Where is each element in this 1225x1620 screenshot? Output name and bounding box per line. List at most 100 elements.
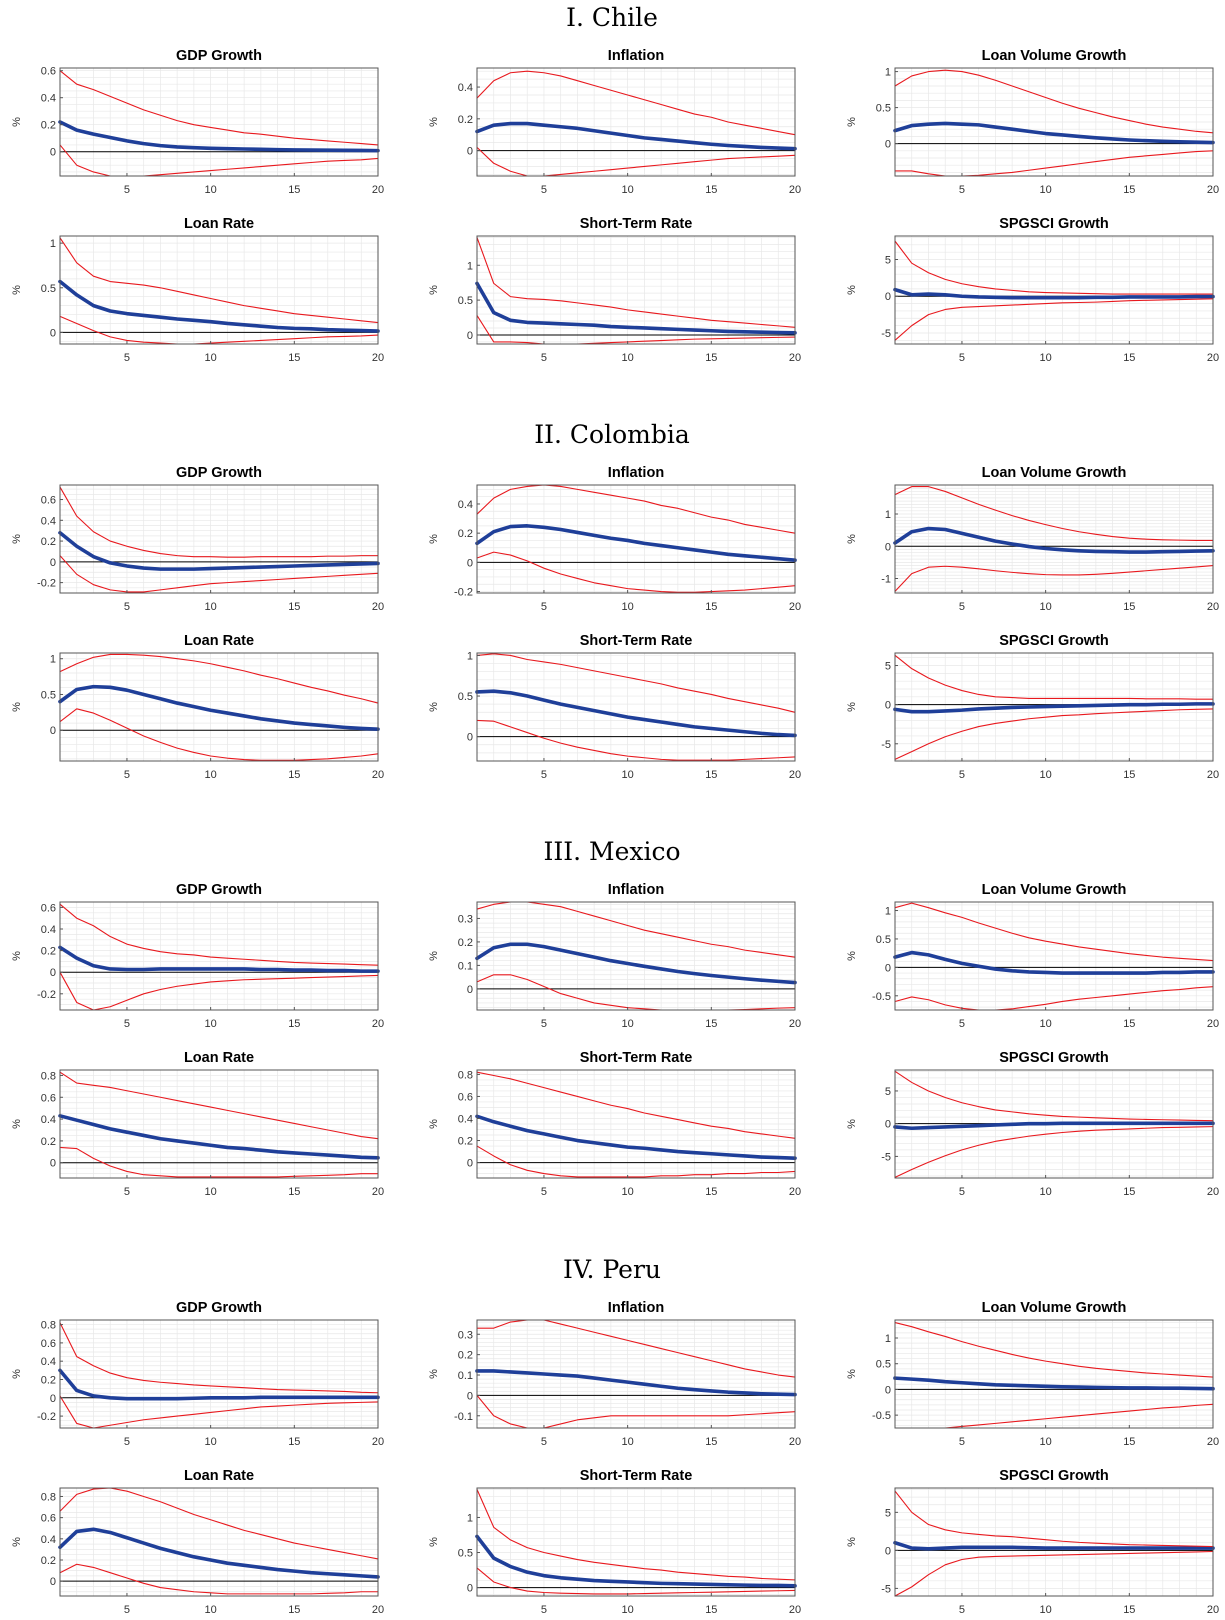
x-tick-label: 15 bbox=[705, 601, 717, 613]
y-tick-label: 0.6 bbox=[41, 495, 56, 507]
irf-panel: 5 10 15 20 -0.1 0 0.1 0.2 0.3 Inflation% bbox=[428, 1300, 801, 1448]
y-tick-label: 0.4 bbox=[458, 82, 473, 94]
x-tick-label: 10 bbox=[205, 1018, 217, 1030]
median-response-line bbox=[893, 1121, 1215, 1131]
upper-band-line bbox=[894, 1070, 1214, 1122]
median-response-line bbox=[475, 281, 797, 335]
median-response-line bbox=[58, 1114, 380, 1160]
x-tick-label: 15 bbox=[705, 1604, 717, 1616]
lower-band-line bbox=[894, 1550, 1214, 1597]
y-tick-label: 0 bbox=[885, 139, 891, 151]
y-tick-label: 0.5 bbox=[458, 1548, 473, 1560]
x-tick-label: 20 bbox=[1207, 601, 1219, 613]
x-tick-label: 5 bbox=[541, 352, 547, 364]
y-tick-label: 1 bbox=[50, 654, 56, 666]
y-tick-label: -0.2 bbox=[37, 578, 56, 590]
y-tick-label: 0.2 bbox=[41, 1555, 56, 1567]
y-tick-label: 5 bbox=[885, 255, 891, 267]
x-tick-label: 15 bbox=[288, 1018, 300, 1030]
lower-band-line bbox=[59, 555, 379, 593]
x-tick-label: 15 bbox=[705, 352, 717, 364]
x-tick-label: 5 bbox=[541, 1018, 547, 1030]
x-tick-label: 5 bbox=[959, 352, 965, 364]
y-tick-label: 0 bbox=[467, 146, 473, 158]
irf-panel: 5 10 15 20 0 0.2 0.4 0.6 0.8 Loan Rate% bbox=[11, 1050, 384, 1198]
x-tick-label: 20 bbox=[1207, 1604, 1219, 1616]
y-axis-label: % bbox=[11, 1119, 23, 1129]
x-tick-label: 15 bbox=[705, 1186, 717, 1198]
upper-band-line bbox=[894, 69, 1214, 134]
plot-area bbox=[60, 653, 378, 761]
x-tick-label: 5 bbox=[959, 1604, 965, 1616]
y-tick-label: 0.6 bbox=[41, 66, 56, 78]
x-tick-label: 5 bbox=[124, 1436, 130, 1448]
y-axis-label: % bbox=[846, 951, 858, 961]
y-tick-label: -5 bbox=[881, 1583, 891, 1595]
panel-title: Inflation bbox=[608, 48, 664, 64]
irf-panel: 5 10 15 20 -0.2 0 0.2 0.4 0.6 0.8 GDP Growth% bbox=[11, 1300, 384, 1448]
x-tick-label: 20 bbox=[372, 1018, 384, 1030]
y-axis-label: % bbox=[428, 702, 440, 712]
upper-band-line bbox=[894, 1322, 1214, 1378]
y-axis-label: % bbox=[846, 1369, 858, 1379]
y-axis-label: % bbox=[428, 951, 440, 961]
panel-title: SPGSCI Growth bbox=[999, 1050, 1109, 1066]
lower-band-line bbox=[476, 719, 796, 761]
upper-band-line bbox=[476, 236, 796, 328]
upper-band-line bbox=[59, 1487, 379, 1560]
y-tick-label: 0.2 bbox=[458, 937, 473, 949]
panel-title: Short-Term Rate bbox=[580, 633, 693, 649]
x-tick-label: 5 bbox=[124, 1604, 130, 1616]
x-tick-label: 20 bbox=[1207, 352, 1219, 364]
y-tick-label: 0.5 bbox=[876, 1359, 891, 1371]
irf-panel: 5 10 15 20 0 0.5 1 Short-Term Rate% bbox=[428, 216, 801, 364]
median-response-line bbox=[475, 524, 797, 562]
upper-band-line bbox=[59, 1071, 379, 1140]
x-tick-label: 20 bbox=[372, 1186, 384, 1198]
irf-panel: 5 10 15 20 0 0.5 1 Loan Volume Growth% bbox=[846, 48, 1219, 196]
x-tick-label: 10 bbox=[205, 1186, 217, 1198]
y-tick-label: 0.2 bbox=[41, 536, 56, 548]
y-tick-label: 0.2 bbox=[41, 1374, 56, 1386]
x-tick-label: 15 bbox=[288, 352, 300, 364]
y-tick-label: 0 bbox=[50, 1576, 56, 1588]
median-response-line bbox=[58, 684, 380, 731]
plot-frame bbox=[59, 235, 379, 345]
panel-title: Loan Rate bbox=[184, 216, 254, 232]
irf-panel: 5 10 15 20 0 0.1 0.2 0.3 Inflation% bbox=[428, 882, 801, 1030]
y-axis-label: % bbox=[428, 1369, 440, 1379]
y-tick-label: 0 bbox=[50, 1393, 56, 1405]
y-tick-label: 1 bbox=[885, 67, 891, 79]
plot-frame bbox=[59, 1319, 379, 1429]
plot-frame bbox=[894, 652, 1214, 762]
x-tick-label: 5 bbox=[124, 769, 130, 781]
y-tick-label: -5 bbox=[881, 739, 891, 751]
panel-title: Inflation bbox=[608, 882, 664, 898]
y-tick-label: 0 bbox=[885, 700, 891, 712]
x-tick-label: 5 bbox=[541, 1186, 547, 1198]
y-tick-label: 0.5 bbox=[41, 689, 56, 701]
x-tick-label: 20 bbox=[789, 1018, 801, 1030]
panel-title: Loan Volume Growth bbox=[982, 48, 1127, 64]
median-response-line bbox=[893, 287, 1215, 300]
x-tick-label: 20 bbox=[789, 1436, 801, 1448]
x-tick-label: 5 bbox=[124, 601, 130, 613]
irf-panel: 5 10 15 20 0 0.2 0.4 Inflation% bbox=[428, 48, 801, 196]
irf-panel: 5 10 15 20 -5 0 5 SPGSCI Growth% bbox=[846, 216, 1219, 364]
y-tick-label: 1 bbox=[467, 650, 473, 662]
x-tick-label: 10 bbox=[1040, 1604, 1052, 1616]
y-axis-label: % bbox=[846, 1537, 858, 1547]
y-tick-label: 0.4 bbox=[41, 93, 56, 105]
lower-band-line bbox=[59, 708, 379, 761]
x-tick-label: 15 bbox=[1123, 1018, 1135, 1030]
x-tick-label: 15 bbox=[288, 1186, 300, 1198]
plot-area bbox=[60, 236, 378, 344]
x-tick-label: 5 bbox=[959, 184, 965, 196]
y-tick-label: 0.5 bbox=[458, 295, 473, 307]
panel-title: GDP Growth bbox=[176, 882, 262, 898]
panel-title: SPGSCI Growth bbox=[999, 216, 1109, 232]
panel-title: Loan Volume Growth bbox=[982, 882, 1127, 898]
upper-band-line bbox=[59, 486, 379, 558]
plot-frame bbox=[476, 1069, 796, 1179]
